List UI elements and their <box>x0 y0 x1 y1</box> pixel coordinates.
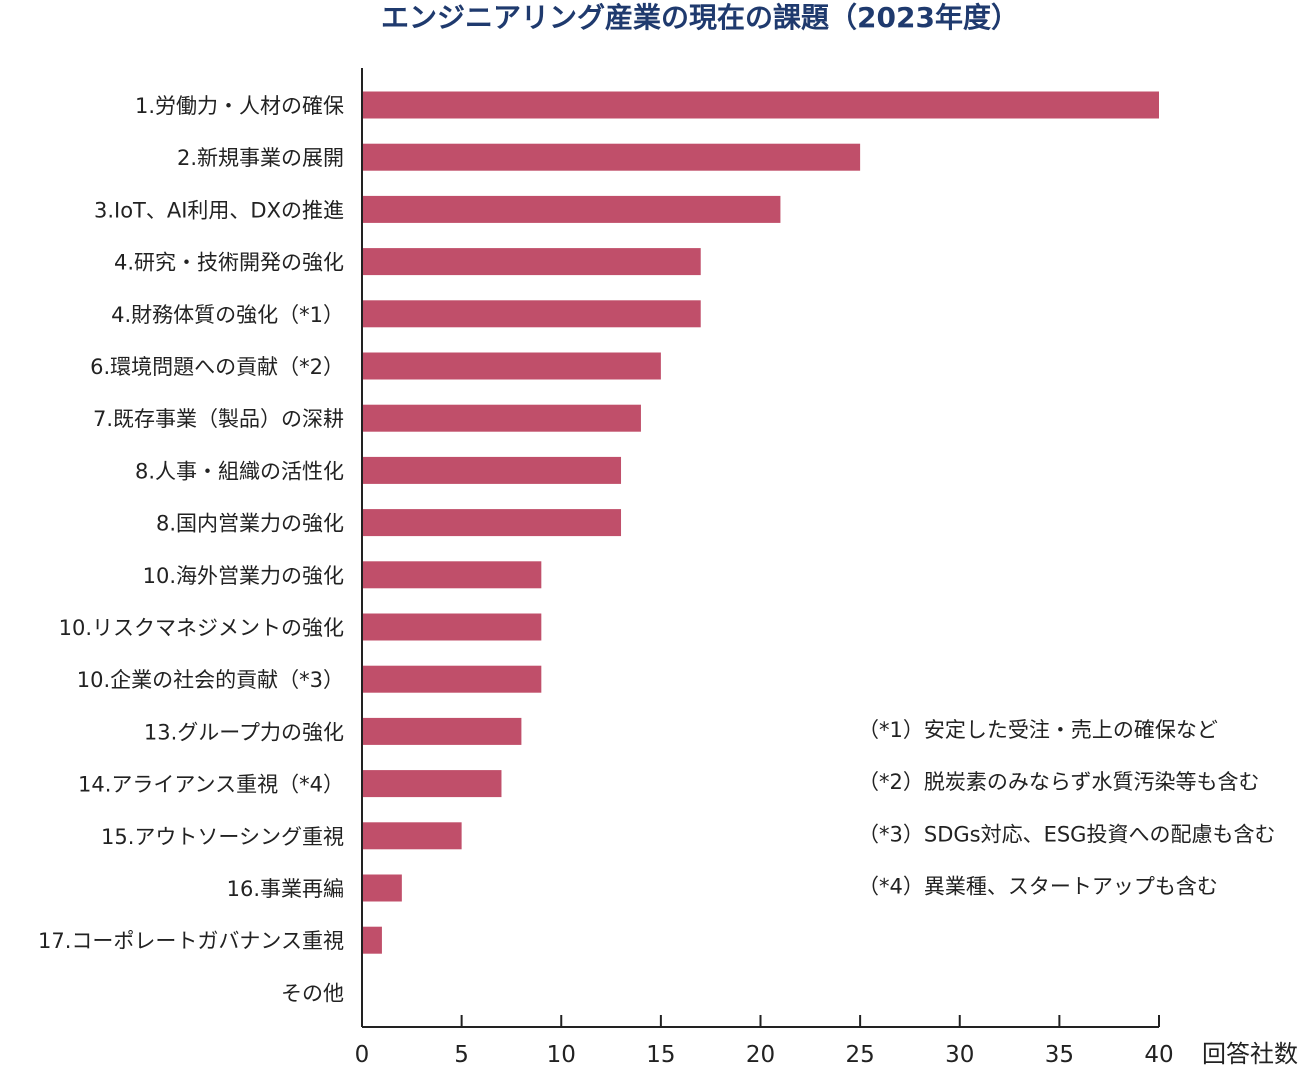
footnote-1: （*1）安定した受注・売上の確保など <box>858 718 1218 742</box>
category-label-2: 2.新規事業の展開 <box>177 146 344 170</box>
x-tick-label-35: 35 <box>1045 1042 1074 1065</box>
category-label-5: 4.財務体質の強化（*1） <box>111 303 344 327</box>
footnote-2: （*2）脱炭素のみならず水質汚染等も含む <box>858 770 1259 794</box>
bar-2 <box>362 143 861 171</box>
category-label-10: 10.海外営業力の強化 <box>143 564 344 588</box>
category-label-17: 17.コーポレートガバナンス重視 <box>38 929 344 953</box>
category-label-16: 16.事業再編 <box>227 877 344 901</box>
x-tick-label-20: 20 <box>746 1042 775 1065</box>
bar-1 <box>362 91 1159 119</box>
category-label-4: 4.研究・技術開発の強化 <box>114 251 344 275</box>
category-label-7: 7.既存事業（製品）の深耕 <box>93 407 344 431</box>
footnotes-group: （*1）安定した受注・売上の確保など （*2）脱炭素のみならず水質汚染等も含む （*… <box>858 718 1275 899</box>
category-label-9: 8.国内営業力の強化 <box>156 512 344 536</box>
category-label-3: 3.IoT、AI利用、DXの推進 <box>94 198 344 222</box>
category-label-15: 15.アウトソーシング重視 <box>101 825 344 849</box>
bar-16 <box>362 874 402 902</box>
x-tick-label-25: 25 <box>845 1042 874 1065</box>
x-tick-label-15: 15 <box>646 1042 675 1065</box>
category-label-12: 10.企業の社会的貢献（*3） <box>77 668 344 692</box>
x-axis-label: 回答社数 <box>1202 1040 1298 1065</box>
footnote-3: （*3）SDGs対応、ESG投資への配慮も含む <box>858 822 1275 846</box>
bar-17 <box>362 926 382 954</box>
category-label-1: 1.労働力・人材の確保 <box>135 94 344 118</box>
x-tick-label-0: 0 <box>355 1042 370 1065</box>
footnote-4: （*4）異業種、スタートアップも含む <box>858 875 1218 899</box>
category-label-18: その他 <box>281 981 344 1005</box>
category-label-8: 8.人事・組織の活性化 <box>135 459 344 483</box>
bar-4 <box>362 248 701 276</box>
bar-15 <box>362 822 462 850</box>
category-label-6: 6.環境問題への貢献（*2） <box>90 355 344 379</box>
bar-7 <box>362 404 641 432</box>
bar-9 <box>362 509 622 537</box>
x-tick-label-5: 5 <box>454 1042 469 1065</box>
bars-group <box>362 91 1159 954</box>
bar-11 <box>362 613 542 641</box>
category-label-11: 10.リスクマネジメントの強化 <box>59 616 344 640</box>
x-tick-label-40: 40 <box>1144 1042 1173 1065</box>
category-label-13: 13.グループ力の強化 <box>144 720 344 744</box>
bar-12 <box>362 665 542 693</box>
category-label-14: 14.アライアンス重視（*4） <box>78 773 344 797</box>
bar-3 <box>362 195 781 223</box>
x-tick-label-10: 10 <box>547 1042 576 1065</box>
bar-13 <box>362 717 522 745</box>
bar-6 <box>362 352 661 380</box>
bar-14 <box>362 770 502 798</box>
chart-title: エンジニアリング産業の現在の課題（2023年度） <box>381 1 1019 34</box>
x-tick-label-30: 30 <box>945 1042 974 1065</box>
bar-10 <box>362 561 542 589</box>
bar-5 <box>362 300 701 328</box>
bar-8 <box>362 456 622 484</box>
category-labels-group: 1.労働力・人材の確保 2.新規事業の展開 3.IoT、AI利用、DXの推進 4.研究… <box>38 94 344 1005</box>
x-ticks-group: 0 5 10 15 20 25 30 35 40 <box>355 1015 1174 1065</box>
